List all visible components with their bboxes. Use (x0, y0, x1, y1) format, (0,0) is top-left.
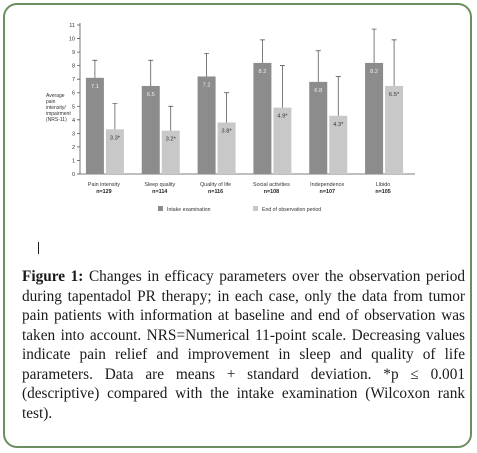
data-label: 6.5 (147, 92, 155, 98)
y-tick-label: 8 (72, 64, 75, 70)
bar (217, 122, 236, 174)
y-tick-label: 11 (69, 23, 75, 29)
caption-text: Changes in efficacy parameters over the … (22, 268, 465, 422)
y-tick-label: 1 (72, 158, 75, 164)
x-tick-label: Independence (310, 182, 344, 188)
figure-caption: Figure 1: Changes in efficacy parameters… (22, 267, 465, 423)
y-tick-label: 9 (72, 50, 75, 56)
bar (309, 81, 328, 174)
data-label: 8.2 (370, 69, 378, 75)
bar (197, 76, 216, 174)
y-tick-label: 5 (72, 104, 75, 110)
x-tick-n-label: n=116 (208, 189, 223, 195)
y-tick-label: 10 (69, 37, 75, 43)
data-label: 6.8 (314, 88, 322, 94)
data-label: 3.2* (166, 137, 177, 143)
bar (329, 115, 348, 174)
x-tick-label: Sleep quality (144, 182, 175, 188)
y-tick-label: 6 (72, 91, 75, 97)
bar (161, 130, 180, 174)
y-tick-label: 4 (72, 118, 75, 124)
bar-chart: 0 1 2 3 4 5 6 7 8 9 10 11 Average pain intensity/impai… (46, 23, 415, 213)
bar (385, 85, 404, 174)
data-label: 4.3* (333, 122, 344, 128)
bar (105, 129, 124, 174)
data-label: 7.1 (91, 84, 99, 90)
data-label: 4.9* (277, 114, 288, 120)
bar (141, 85, 160, 174)
y-tick-label: 2 (72, 145, 75, 151)
legend-label: Intake examination (167, 207, 211, 213)
data-label: 3.3* (110, 135, 121, 141)
bar (365, 62, 384, 174)
y-tick-label: 0 (72, 172, 75, 178)
x-tick-n-label: n=108 (264, 189, 279, 195)
y-tick-label: 7 (72, 77, 75, 83)
legend-label: End of observation period (262, 207, 321, 213)
y-tick-label: 3 (72, 131, 75, 137)
data-label: 8.2 (258, 69, 266, 75)
x-tick-label: Libido (376, 182, 390, 188)
data-label: 6.5* (389, 92, 400, 98)
text-cursor (38, 242, 39, 254)
x-tick-label: Social activities (253, 182, 290, 188)
legend-swatch (253, 206, 258, 211)
x-tick-n-label: n=107 (320, 189, 335, 195)
x-tick-n-label: n=114 (152, 189, 167, 195)
legend-swatch (158, 206, 163, 211)
data-label: 3.8* (221, 129, 232, 135)
caption-label: Figure 1: (22, 268, 84, 285)
x-tick-n-label: n=129 (96, 189, 111, 195)
figure-frame: 0 1 2 3 4 5 6 7 8 9 10 11 Average pain intensity/impai… (3, 3, 472, 448)
data-label: 7.2 (203, 82, 211, 88)
x-tick-label: Quality of life (200, 182, 231, 188)
x-tick-label: Pain intensity (88, 182, 120, 188)
bar (273, 107, 292, 174)
bar (253, 62, 272, 174)
y-axis-label: Average pain intensity/impairment (NRS-11) (46, 93, 71, 123)
x-tick-n-label: n=105 (375, 189, 390, 195)
bar (85, 77, 104, 174)
